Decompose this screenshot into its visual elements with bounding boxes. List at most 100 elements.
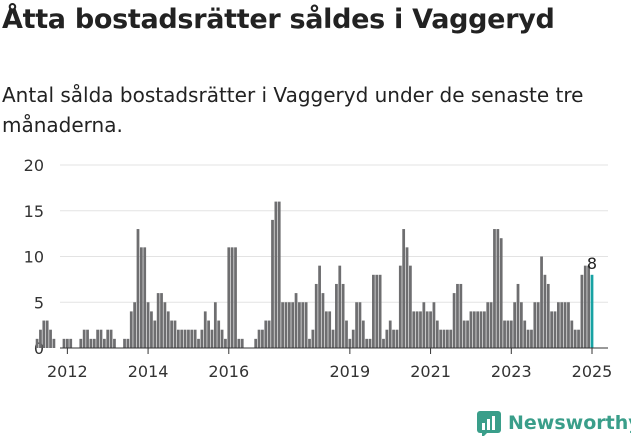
bar [146, 302, 150, 348]
data-label: 8 [587, 254, 597, 273]
bar [543, 274, 547, 348]
bar [102, 338, 106, 348]
bar [227, 247, 231, 348]
bar [536, 302, 540, 348]
bar [294, 293, 298, 348]
bar [415, 311, 419, 348]
bar [546, 283, 550, 348]
x-tick-label: 2023 [491, 362, 532, 381]
bar [567, 302, 570, 348]
bar [526, 329, 530, 348]
bar [580, 274, 584, 348]
y-tick-label: 0 [34, 339, 44, 358]
bar [217, 320, 221, 348]
bar [271, 219, 274, 348]
chart-subtitle: Antal sålda bostadsrätter i Vaggeryd und… [2, 83, 584, 137]
bar [573, 329, 577, 348]
bar [429, 311, 432, 348]
bar [99, 329, 103, 348]
bar [563, 302, 567, 348]
bar [412, 311, 416, 348]
bar [570, 320, 574, 348]
bar [267, 320, 271, 348]
bar [163, 302, 167, 348]
bar [261, 329, 264, 348]
bar [42, 320, 46, 348]
bar [291, 302, 295, 348]
bar [224, 338, 227, 348]
bar [446, 329, 449, 348]
bar [264, 320, 268, 348]
bar [311, 329, 315, 348]
y-tick-label: 10 [24, 248, 44, 267]
bar [170, 320, 173, 348]
bar [409, 265, 412, 348]
bar [308, 338, 311, 348]
bar [523, 320, 527, 348]
bar [284, 302, 288, 348]
bar [254, 338, 258, 348]
bar [197, 338, 200, 348]
y-tick-label: 5 [34, 293, 44, 312]
bar [577, 329, 580, 348]
bar [220, 329, 224, 348]
bar [516, 283, 520, 348]
x-tick-label: 2019 [330, 362, 371, 381]
bar [113, 338, 116, 348]
bar [432, 302, 436, 348]
bar [187, 329, 190, 348]
bar [210, 329, 214, 348]
x-tick-label: 2014 [128, 362, 169, 381]
bar [237, 338, 241, 348]
bar [150, 311, 153, 348]
bar [129, 311, 133, 348]
bar [318, 265, 321, 348]
bar [207, 320, 210, 348]
bar [459, 283, 463, 348]
bar [203, 311, 207, 348]
bar [35, 338, 39, 348]
y-tick-label: 15 [24, 202, 44, 221]
bar [472, 311, 476, 348]
bar [375, 274, 379, 348]
bar [277, 201, 281, 348]
bar [452, 293, 456, 348]
bar [435, 320, 439, 348]
bar [153, 320, 157, 348]
bar [388, 320, 392, 348]
bar [335, 283, 338, 348]
bar [109, 329, 113, 348]
bar [351, 329, 355, 348]
bar [361, 320, 365, 348]
bar [69, 338, 73, 348]
bar [328, 311, 332, 348]
bar [156, 293, 160, 348]
bar [287, 302, 291, 348]
bar [556, 302, 560, 348]
bar [92, 338, 96, 348]
bar [486, 302, 490, 348]
bar [479, 311, 483, 348]
bar [398, 265, 402, 348]
bar [324, 311, 328, 348]
bar [180, 329, 184, 348]
bar [489, 302, 493, 348]
bar [550, 311, 554, 348]
bar [368, 338, 372, 348]
bar [49, 329, 52, 348]
bar [126, 338, 130, 348]
brand-logo: Newsworthy [476, 408, 631, 438]
bar [419, 311, 422, 348]
x-tick-label: 2016 [208, 362, 249, 381]
bar [166, 311, 170, 348]
y-tick-label: 20 [24, 156, 44, 175]
bar [257, 329, 261, 348]
bar [519, 302, 523, 348]
bar [96, 329, 100, 348]
bar [281, 302, 284, 348]
brand-name: Newsworthy [508, 412, 631, 434]
bar [506, 320, 510, 348]
bar [183, 329, 187, 348]
bar [298, 302, 301, 348]
